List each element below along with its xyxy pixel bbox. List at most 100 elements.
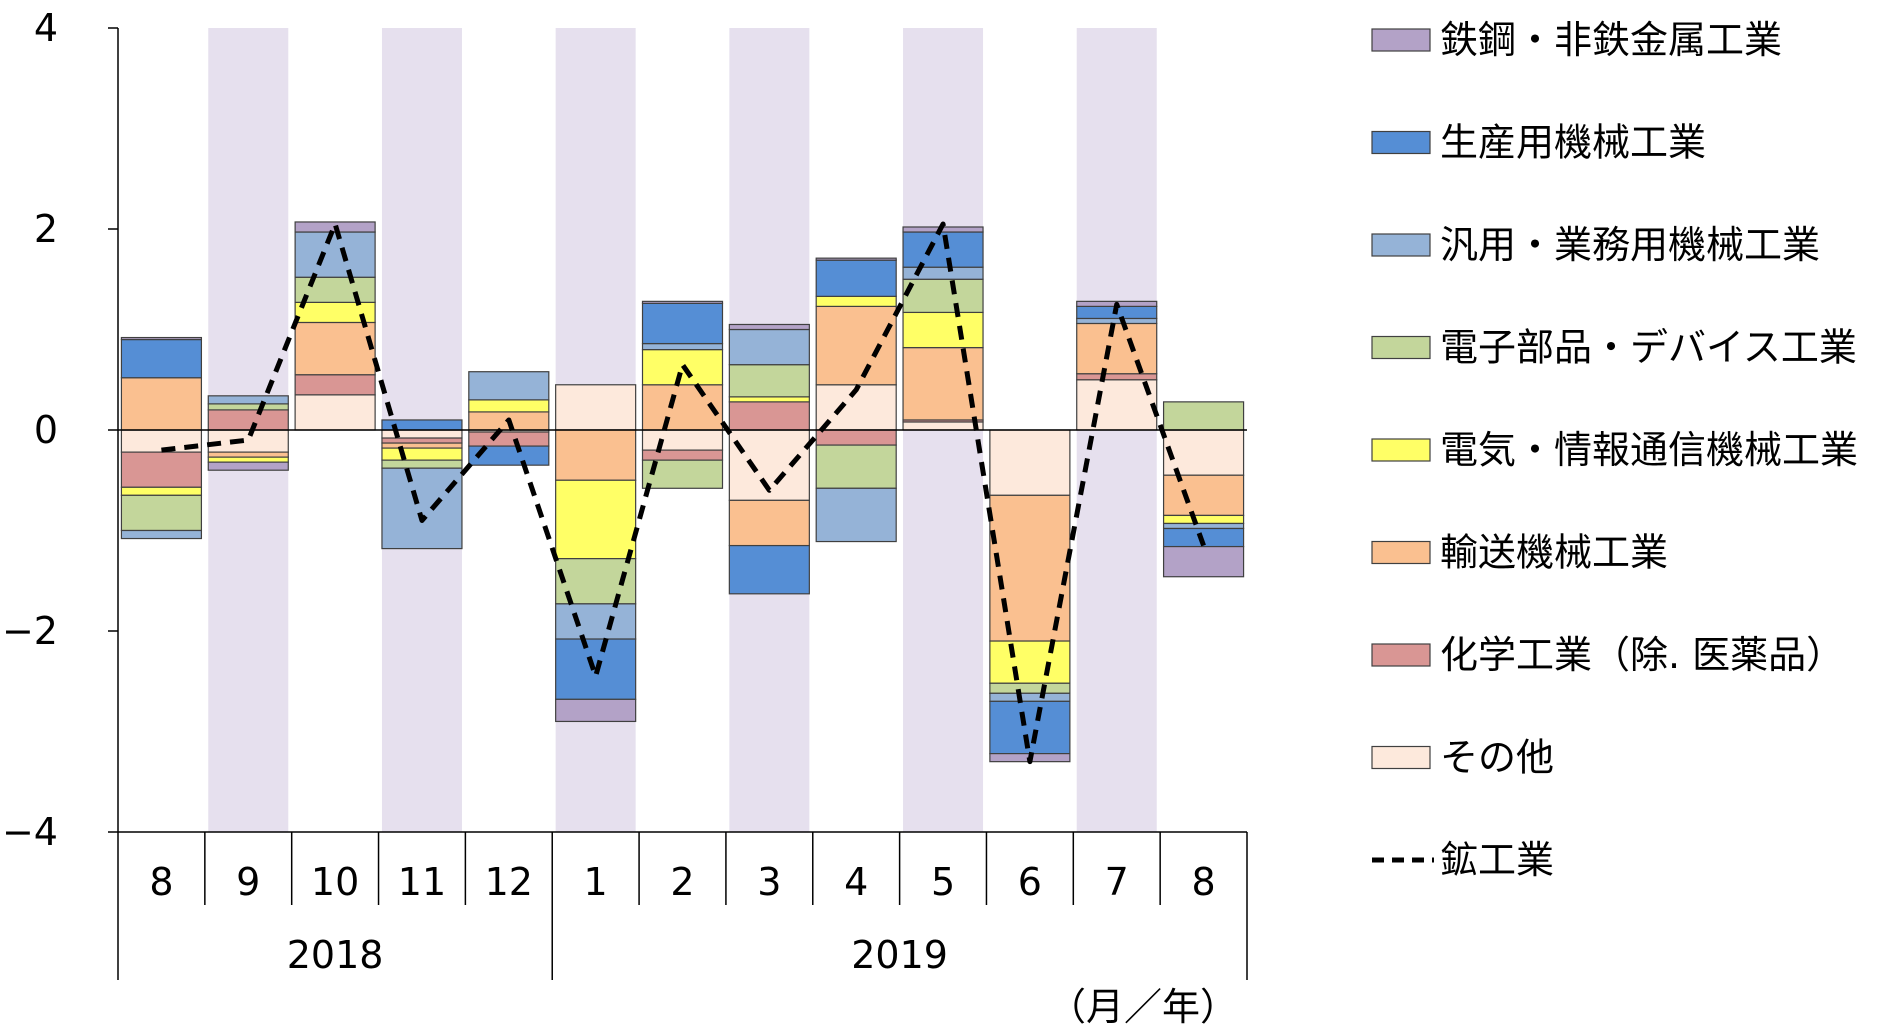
bar-segment-7-5 (556, 699, 636, 721)
bar-segment-5-2 (295, 232, 375, 277)
legend-swatch-2 (1372, 234, 1430, 256)
bar-segment-4-8 (816, 445, 896, 488)
y-tick-label: −2 (2, 609, 58, 653)
bar-segment-5-6 (643, 344, 723, 350)
x-tick-label: 8 (1191, 860, 1215, 904)
bar-segment-5-12 (1164, 523, 1244, 528)
bar-segment-3-5 (556, 480, 636, 558)
bar-segment-2-5 (556, 430, 636, 480)
bar-segment-1-6 (643, 450, 723, 460)
bar-segment-2-0 (121, 378, 201, 430)
bar-segment-3-1 (208, 457, 288, 462)
bar-segment-7-8 (816, 258, 896, 260)
bar-segment-7-1 (208, 462, 288, 470)
bar-segment-0-5 (556, 385, 636, 430)
bar-segment-2-2 (295, 322, 375, 374)
x-tick-label: 11 (398, 860, 446, 904)
bar-segment-0-6 (643, 430, 723, 450)
bar-segment-5-3 (382, 468, 462, 548)
bar-segment-4-3 (382, 460, 462, 468)
bar-segment-6-10 (990, 701, 1070, 753)
year-label: 2018 (287, 933, 384, 977)
bar-segment-1-0 (121, 452, 201, 487)
legend-swatch-4 (1372, 439, 1430, 461)
legend-label: 鉱工業 (1440, 838, 1554, 882)
bar-segment-1-1 (208, 410, 288, 430)
bar-segment-5-4 (469, 372, 549, 400)
bar-segment-3-4 (469, 400, 549, 412)
legend-label: 汎用・業務用機械工業 (1440, 223, 1820, 267)
bar-segment-1-8 (816, 430, 896, 445)
bar-segment-4-10 (990, 683, 1070, 693)
bar-segment-7-7 (729, 324, 809, 329)
x-tick-label: 10 (311, 860, 359, 904)
bar-segment-5-11 (1077, 318, 1157, 323)
x-tick-label: 12 (485, 860, 533, 904)
legend-swatch-1 (1372, 132, 1430, 154)
legend-label: その他 (1440, 736, 1554, 780)
x-unit-label: （月／年） (1048, 985, 1238, 1029)
bar-segment-3-9 (903, 312, 983, 347)
bar-segment-2-12 (1164, 475, 1244, 515)
bar-segment-2-7 (729, 500, 809, 545)
x-tick-label: 3 (757, 860, 781, 904)
bar-segment-4-9 (903, 279, 983, 312)
bar-segment-2-3 (382, 443, 462, 448)
legend-label: 鉄鋼・非鉄金属工業 (1440, 18, 1782, 62)
x-tick-label: 8 (149, 860, 173, 904)
legend-label: 輸送機械工業 (1440, 531, 1668, 575)
bar-segment-4-7 (729, 365, 809, 397)
x-tick-label: 5 (931, 860, 955, 904)
bar-segment-7-12 (1164, 547, 1244, 577)
bar-segment-4-1 (208, 404, 288, 410)
bar-segment-5-5 (556, 604, 636, 639)
legend-label: 電子部品・デバイス工業 (1440, 326, 1857, 370)
y-tick-label: 2 (34, 207, 58, 251)
y-tick-label: 4 (34, 6, 58, 50)
bar-segment-3-8 (816, 296, 896, 306)
bar-segment-3-0 (121, 487, 201, 495)
bar-segment-0-10 (990, 430, 1070, 495)
bar-segment-3-10 (990, 641, 1070, 683)
bar-segment-2-1 (208, 452, 288, 457)
bar-segment-1-7 (729, 402, 809, 430)
legend-label: 電気・情報通信機械工業 (1440, 428, 1858, 472)
bar-segment-7-6 (643, 301, 723, 303)
bar-segment-3-12 (1164, 515, 1244, 523)
bar-segment-7-0 (121, 338, 201, 340)
y-tick-label: 0 (34, 408, 58, 452)
legend-label: 生産用機械工業 (1440, 121, 1706, 165)
bar-segment-3-7 (729, 397, 809, 402)
bar-segment-5-10 (990, 693, 1070, 701)
bar-segment-4-0 (121, 495, 201, 530)
x-tick-label: 1 (584, 860, 608, 904)
bar-segment-1-2 (295, 375, 375, 395)
legend-swatch-0 (1372, 29, 1430, 51)
bar-segment-5-7 (729, 330, 809, 365)
legend-swatch-5 (1372, 542, 1430, 564)
legend-swatch-6 (1372, 644, 1430, 666)
x-tick-label: 6 (1018, 860, 1042, 904)
bar-segment-5-0 (121, 531, 201, 539)
bar-segment-6-8 (816, 260, 896, 296)
bar-segment-4-12 (1164, 402, 1244, 430)
bar-segment-6-7 (729, 546, 809, 594)
legend-swatch-3 (1372, 337, 1430, 359)
x-tick-label: 4 (844, 860, 868, 904)
bar-segment-3-3 (382, 448, 462, 460)
x-tick-label: 7 (1105, 860, 1129, 904)
bar-segment-5-1 (208, 396, 288, 404)
x-tick-label: 2 (670, 860, 694, 904)
y-tick-label: −4 (2, 810, 58, 854)
bar-segment-6-6 (643, 303, 723, 343)
bar-segment-0-9 (903, 422, 983, 430)
bar-segment-2-11 (1077, 323, 1157, 373)
bar-segment-1-4 (469, 432, 549, 446)
bar-segment-6-0 (121, 340, 201, 378)
bar-segment-2-8 (816, 306, 896, 384)
year-label: 2019 (851, 933, 948, 977)
bar-segment-1-11 (1077, 374, 1157, 380)
bar-segment-5-8 (816, 488, 896, 541)
